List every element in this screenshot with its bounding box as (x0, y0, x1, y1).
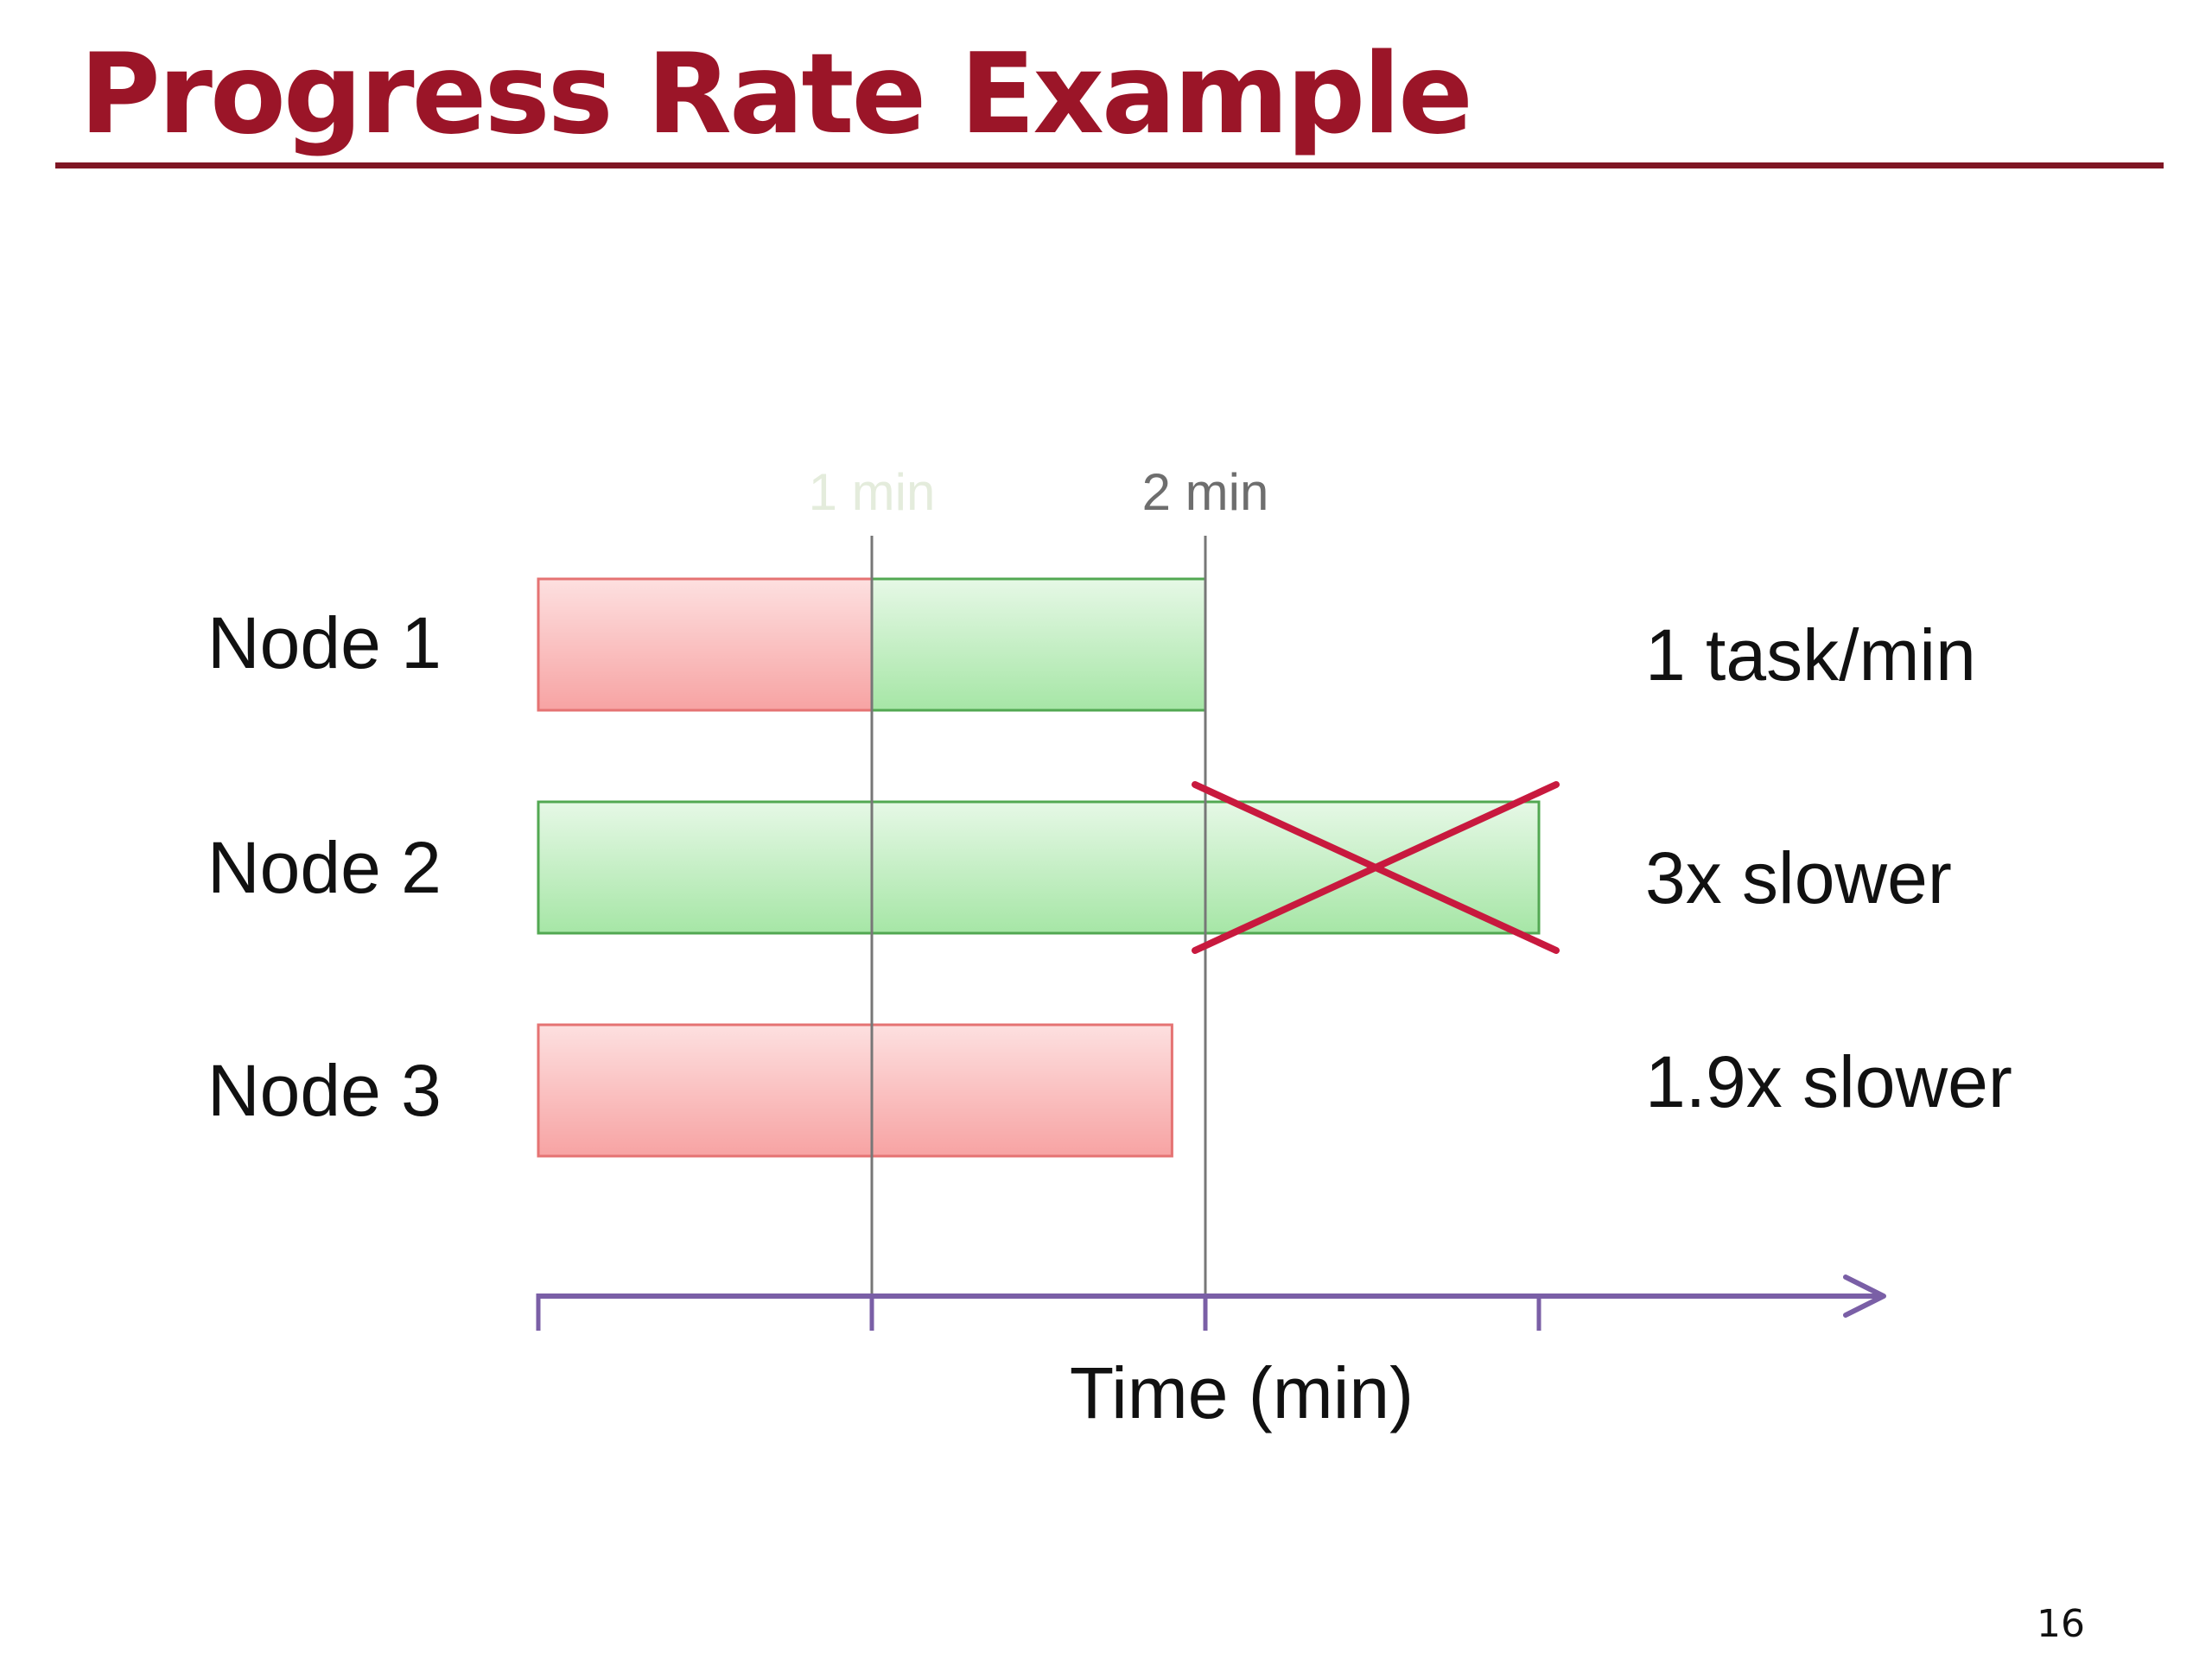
node-1-segment-1-red-bar (537, 577, 874, 712)
time-axis-arrowhead (1843, 1274, 1886, 1318)
rate-label-node-1: 1 task/min (1645, 614, 1976, 696)
node-label-2: Node 2 (207, 827, 442, 908)
marker-lines-layer (870, 536, 1207, 1296)
node-label-1: Node 1 (207, 602, 442, 683)
cross-layer (1192, 781, 1560, 954)
node-1-segment-2-green-bar (870, 577, 1207, 712)
bars-layer (537, 577, 1541, 1158)
title-underline (55, 162, 2164, 168)
rate-label-node-3: 1.9x slower (1645, 1041, 2012, 1122)
node-label-3: Node 3 (207, 1050, 442, 1131)
node-2-cross-line-b (1192, 781, 1560, 954)
rate-label-node-2: 3x slower (1645, 837, 1952, 918)
axis-label: Time (min) (1069, 1352, 1414, 1433)
axis-layer (536, 1274, 1886, 1331)
node-2-segment-1-green-bar (537, 800, 1541, 935)
slide-title: Progress Rate Example (79, 30, 1473, 159)
node-3-segment-1-red-bar (537, 1023, 1173, 1158)
tick-label-2-min: 2 min (1141, 463, 1269, 521)
page-number: 16 (2037, 1602, 2085, 1646)
tick-label-1-min: 1 min (808, 463, 936, 521)
